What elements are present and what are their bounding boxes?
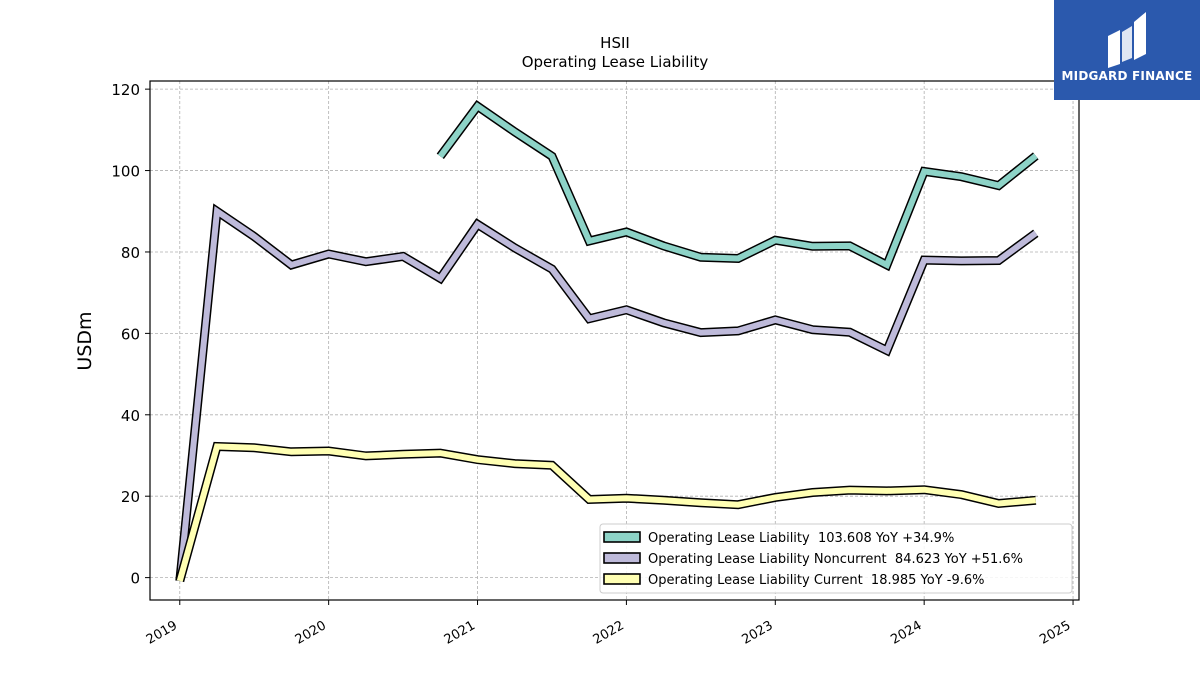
y-axis-label: USDm	[74, 311, 96, 370]
y-tick-label: 20	[121, 488, 140, 506]
legend-entry: Operating Lease Liability Current 18.985…	[603, 573, 985, 588]
grid	[150, 81, 1079, 600]
series-1	[436, 100, 1039, 272]
legend-swatch	[603, 531, 641, 543]
series-3	[175, 441, 1037, 583]
x-tick-label: 2020	[293, 618, 329, 648]
y-tick-label: 0	[130, 570, 140, 588]
y-tick-label: 40	[121, 407, 140, 425]
legend-label: Operating Lease Liability Noncurrent 84.…	[648, 552, 1023, 567]
legend-swatch	[603, 573, 641, 585]
legend: Operating Lease Liability 103.608 YoY +3…	[599, 523, 1073, 594]
series-line-outline	[436, 100, 1039, 272]
x-tick-label: 2024	[888, 618, 924, 648]
brand-name: MIDGARD FINANCE	[1061, 69, 1193, 83]
legend-label: Operating Lease Liability Current 18.985…	[648, 573, 985, 588]
series-line	[176, 205, 1038, 582]
x-tick-label: 2025	[1037, 618, 1073, 648]
chart-subtitle: Operating Lease Liability	[522, 53, 709, 71]
series-2	[175, 203, 1039, 582]
brand-logo: MIDGARD FINANCE	[1054, 0, 1200, 100]
x-tick-label: 2023	[739, 618, 775, 648]
y-tick-label: 60	[121, 325, 140, 343]
series-line	[437, 102, 1038, 270]
y-tick-label: 80	[121, 244, 140, 262]
legend-entry: Operating Lease Liability Noncurrent 84.…	[603, 552, 1023, 567]
series-lines	[175, 100, 1039, 583]
legend-swatch	[603, 552, 641, 564]
plot-frame	[149, 80, 1080, 601]
x-tick-label: 2022	[591, 618, 627, 648]
x-tick-label: 2021	[442, 618, 478, 648]
series-line	[176, 443, 1037, 582]
x-tick-label: 2019	[144, 618, 180, 648]
y-tick-label: 120	[111, 81, 140, 99]
legend-entry: Operating Lease Liability 103.608 YoY +3…	[603, 531, 954, 546]
midgard-logo-icon	[1108, 12, 1146, 68]
chart-title: HSII	[600, 34, 630, 52]
y-tick-label: 100	[111, 163, 140, 181]
legend-box	[599, 523, 1073, 594]
legend-label: Operating Lease Liability 103.608 YoY +3…	[648, 531, 954, 546]
